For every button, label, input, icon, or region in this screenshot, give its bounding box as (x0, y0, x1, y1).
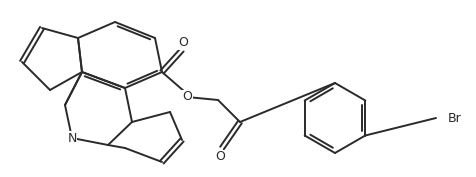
Text: O: O (215, 150, 225, 164)
Text: O: O (182, 90, 191, 104)
Text: O: O (178, 36, 188, 50)
Text: N: N (67, 132, 77, 144)
Text: Br: Br (447, 112, 461, 124)
